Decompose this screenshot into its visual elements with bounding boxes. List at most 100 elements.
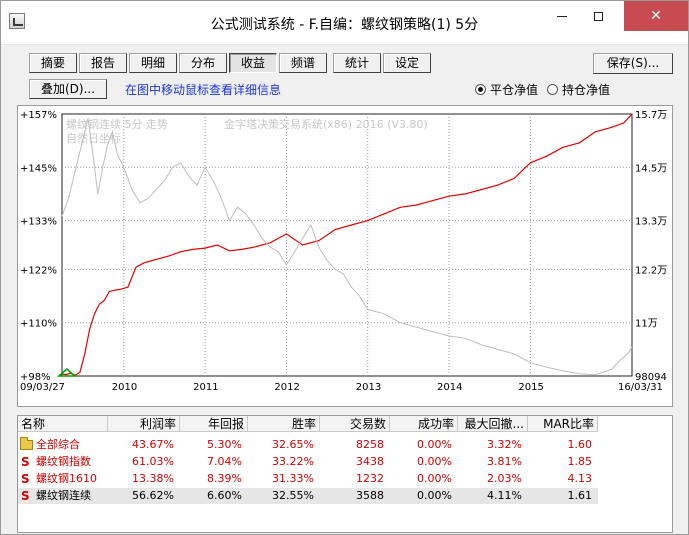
strategy-s-icon: S [21, 472, 30, 486]
row-name: 螺纹钢连续 [36, 489, 91, 502]
y-tick-label-left: +110% [20, 319, 57, 330]
table-header-row: 名称 利润率 年回报 胜率 交易数 成功率 最大回撤... MAR比率 [18, 416, 618, 432]
row-annual: 6.60% [207, 489, 242, 502]
table-row[interactable]: S 螺纹钢指数 61.03% 7.04% 33.22% 3438 0.00% 3… [18, 454, 618, 470]
table-row-selected[interactable]: S 螺纹钢连续 56.62% 6.60% 32.55% 3588 0.00% 4… [18, 488, 598, 504]
row-annual: 5.30% [207, 438, 242, 451]
row-success: 0.00% [417, 489, 452, 502]
series-line-equity [61, 113, 633, 376]
maximize-icon [593, 11, 603, 21]
row-drawdown: 3.32% [487, 438, 522, 451]
row-mar: 1.60 [567, 438, 593, 451]
row-annual: 8.39% [207, 472, 242, 485]
row-drawdown: 2.03% [487, 472, 522, 485]
col-header-annual[interactable]: 年回报 [180, 416, 248, 432]
col-header-winrate[interactable]: 胜率 [248, 416, 320, 432]
baseline-marker [56, 368, 77, 377]
row-winrate: 32.65% [272, 438, 314, 451]
tab-distribution[interactable]: 分布 [179, 53, 227, 73]
results-table[interactable]: 名称 利润率 年回报 胜率 交易数 成功率 最大回撤... MAR比率 全部综合… [17, 415, 673, 533]
series-line-price [61, 118, 633, 376]
radio-hold-label: 持仓净值 [562, 83, 611, 97]
close-button[interactable]: ✕ [624, 1, 688, 31]
y-tick-label-right: 15.7万 [635, 110, 667, 121]
row-trades: 8258 [356, 438, 384, 451]
watermark-subtitle: 自然日坐标 [66, 131, 121, 145]
row-drawdown: 4.11% [487, 489, 522, 502]
row-profit: 56.62% [132, 489, 174, 502]
x-tick-label: 2010 [112, 382, 137, 393]
plot-frame [61, 113, 633, 377]
radio-unselected-icon [547, 84, 558, 95]
y-tick-label-right: 11万 [635, 319, 658, 330]
row-name: 全部综合 [36, 438, 80, 451]
y-tick-label-left: +157% [20, 110, 57, 121]
overlay-button[interactable]: 叠加(D)... [29, 79, 107, 99]
x-tick-label: 2015 [518, 382, 543, 393]
x-tick-label: 2013 [356, 382, 381, 393]
row-mar: 1.61 [567, 489, 593, 502]
tab-report[interactable]: 报告 [79, 53, 127, 73]
x-tick-label: 2012 [274, 382, 299, 393]
save-button[interactable]: 保存(S)... [593, 53, 673, 74]
tab-returns[interactable]: 收益 [229, 53, 277, 73]
radio-flat-equity[interactable]: 平仓净值 [475, 81, 538, 97]
y-tick-label-left: +98% [20, 372, 51, 383]
table-row[interactable]: 全部综合 43.67% 5.30% 32.65% 8258 0.00% 3.32… [18, 437, 618, 453]
chart-hint-link[interactable]: 在图中移动鼠标查看详细信息 [125, 83, 282, 97]
tab-summary[interactable]: 摘要 [29, 53, 77, 73]
row-winrate: 33.22% [272, 455, 314, 468]
strategy-s-icon: S [21, 455, 30, 469]
x-tick-label: 2011 [193, 382, 218, 393]
y-tick-label-right: 14.5万 [635, 163, 667, 174]
minimize-button[interactable] [544, 1, 580, 31]
row-profit: 43.67% [132, 438, 174, 451]
row-mar: 1.85 [567, 455, 593, 468]
col-header-trades[interactable]: 交易数 [320, 416, 390, 432]
y-tick-label-right: 98094 [635, 372, 667, 383]
row-winrate: 31.33% [272, 472, 314, 485]
maximize-button[interactable] [580, 1, 616, 31]
table-row[interactable]: S 螺纹钢1610 13.38% 8.39% 31.33% 1232 0.00%… [18, 471, 618, 487]
row-success: 0.00% [417, 455, 452, 468]
row-success: 0.00% [417, 438, 452, 451]
radio-selected-icon [475, 84, 486, 95]
radio-flat-label: 平仓净值 [490, 83, 539, 97]
watermark-title: 螺纹钢连续 5分 走势 [66, 117, 168, 131]
x-tick-label: 2014 [437, 382, 462, 393]
minimize-icon [557, 15, 567, 17]
window-title: 公式测试系统 - F.自编：螺纹钢策略(1) 5分 [210, 17, 479, 33]
row-name: 螺纹钢指数 [36, 455, 91, 468]
equity-chart-svg[interactable]: +157% 15.7万 +145% 14.5万 +133% 13.3万 +122% 12.2万… [18, 106, 672, 406]
row-winrate: 32.55% [272, 489, 314, 502]
row-name: 螺纹钢1610 [36, 472, 97, 485]
x-start-label: 09/03/27 [20, 382, 65, 393]
title-bar[interactable]: 公式测试系统 - F.自编：螺纹钢策略(1) 5分 ✕ [1, 1, 688, 45]
row-profit: 13.38% [132, 472, 174, 485]
tab-details[interactable]: 明细 [129, 53, 177, 73]
watermark-system: 金字塔决策交易系统(x86) 2016 (V3.80) [224, 117, 428, 131]
row-trades: 3588 [356, 489, 384, 502]
app-icon [9, 13, 25, 29]
strategy-s-icon: S [21, 489, 30, 503]
col-header-profit[interactable]: 利润率 [108, 416, 180, 432]
col-header-drawdown[interactable]: 最大回撤... [458, 416, 528, 432]
row-annual: 7.04% [207, 455, 242, 468]
radio-hold-equity[interactable]: 持仓净值 [547, 81, 610, 97]
col-header-name[interactable]: 名称 [18, 416, 108, 432]
row-trades: 1232 [356, 472, 384, 485]
tab-spectrum[interactable]: 频谱 [279, 53, 327, 73]
tab-statistics[interactable]: 统计 [333, 53, 381, 73]
row-trades: 3438 [356, 455, 384, 468]
y-tick-label-right: 12.2万 [635, 265, 667, 276]
row-success: 0.00% [417, 472, 452, 485]
equity-chart[interactable]: +157% 15.7万 +145% 14.5万 +133% 13.3万 +122% 12.2万… [17, 105, 673, 407]
y-tick-label-left: +133% [20, 217, 57, 228]
tab-settings[interactable]: 设定 [383, 53, 431, 73]
col-header-mar[interactable]: MAR比率 [528, 416, 598, 432]
col-header-success[interactable]: 成功率 [390, 416, 458, 432]
y-tick-label-left: +145% [20, 163, 57, 174]
folder-icon [20, 437, 33, 450]
row-mar: 4.13 [567, 472, 593, 485]
